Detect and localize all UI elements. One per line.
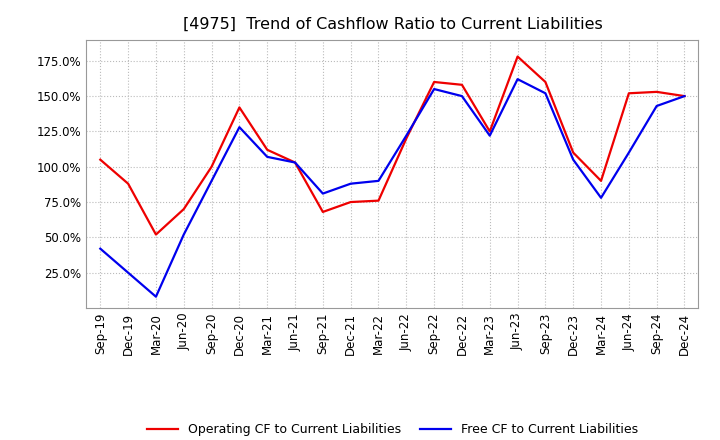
Free CF to Current Liabilities [624,150,633,155]
Operating CF to Current Liabilities [458,82,467,88]
Operating CF to Current Liabilities [652,89,661,95]
Operating CF to Current Liabilities [207,164,216,169]
Free CF to Current Liabilities [597,195,606,201]
Free CF to Current Liabilities [263,154,271,159]
Operating CF to Current Liabilities [235,105,243,110]
Operating CF to Current Liabilities [152,232,161,237]
Operating CF to Current Liabilities [318,209,327,215]
Operating CF to Current Liabilities [96,157,104,162]
Free CF to Current Liabilities [541,91,550,96]
Operating CF to Current Liabilities [513,54,522,59]
Operating CF to Current Liabilities [485,129,494,134]
Free CF to Current Liabilities [513,77,522,82]
Operating CF to Current Liabilities [402,136,410,141]
Legend: Operating CF to Current Liabilities, Free CF to Current Liabilities: Operating CF to Current Liabilities, Fre… [142,418,643,440]
Free CF to Current Liabilities [318,191,327,196]
Free CF to Current Liabilities [374,178,383,183]
Free CF to Current Liabilities [291,160,300,165]
Free CF to Current Liabilities [346,181,355,186]
Operating CF to Current Liabilities [179,206,188,212]
Title: [4975]  Trend of Cashflow Ratio to Current Liabilities: [4975] Trend of Cashflow Ratio to Curren… [183,16,602,32]
Operating CF to Current Liabilities [680,93,689,99]
Operating CF to Current Liabilities [624,91,633,96]
Operating CF to Current Liabilities [569,150,577,155]
Free CF to Current Liabilities [207,178,216,183]
Free CF to Current Liabilities [652,103,661,109]
Line: Free CF to Current Liabilities: Free CF to Current Liabilities [100,79,685,297]
Free CF to Current Liabilities [569,157,577,162]
Operating CF to Current Liabilities [430,79,438,84]
Free CF to Current Liabilities [179,232,188,237]
Free CF to Current Liabilities [124,270,132,275]
Operating CF to Current Liabilities [597,178,606,183]
Operating CF to Current Liabilities [124,181,132,186]
Free CF to Current Liabilities [680,93,689,99]
Free CF to Current Liabilities [458,93,467,99]
Free CF to Current Liabilities [96,246,104,251]
Free CF to Current Liabilities [485,133,494,138]
Free CF to Current Liabilities [402,133,410,138]
Operating CF to Current Liabilities [541,79,550,84]
Free CF to Current Liabilities [430,86,438,92]
Line: Operating CF to Current Liabilities: Operating CF to Current Liabilities [100,57,685,235]
Operating CF to Current Liabilities [374,198,383,203]
Operating CF to Current Liabilities [346,199,355,205]
Operating CF to Current Liabilities [291,160,300,165]
Free CF to Current Liabilities [235,125,243,130]
Free CF to Current Liabilities [152,294,161,299]
Operating CF to Current Liabilities [263,147,271,152]
